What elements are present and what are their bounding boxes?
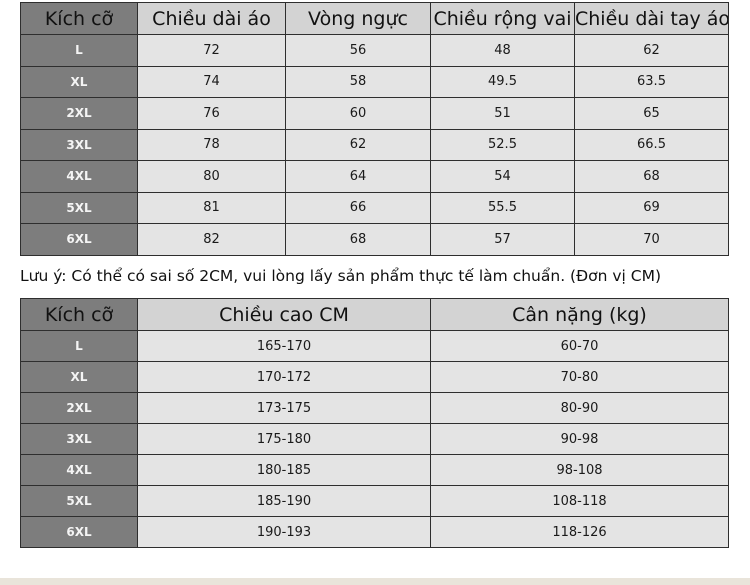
cell: 65: [574, 97, 729, 130]
header-cell: Kích cỡ: [20, 298, 138, 331]
header-cell: Cân nặng (kg): [430, 298, 729, 331]
cell: 63.5: [574, 65, 729, 98]
size-cell: 4XL: [20, 160, 138, 193]
row: 6XL 190-193 118-126: [20, 516, 729, 548]
row: 6XL 82 68 57 70: [20, 223, 729, 256]
cell: 90-98: [430, 423, 729, 455]
cell: 173-175: [137, 392, 431, 424]
header-cell: Chiều dài tay áo: [574, 2, 729, 35]
cell: 66: [285, 191, 431, 224]
cell: 190-193: [137, 516, 431, 548]
cell: 55.5: [430, 191, 575, 224]
header-cell: Chiều cao CM: [137, 298, 431, 331]
cell: 64: [285, 160, 431, 193]
size-cell: 6XL: [20, 223, 138, 256]
size-cell: 2XL: [20, 392, 138, 424]
cell: 62: [574, 34, 729, 67]
cell: 56: [285, 34, 431, 67]
row: XL 74 58 49.5 63.5: [20, 65, 729, 98]
cell: 76: [137, 97, 286, 130]
cell: 49.5: [430, 65, 575, 98]
size-table: Kích cỡ Chiều dài áo Vòng ngực Chiều rộng v…: [20, 2, 729, 256]
row: 4XL 80 64 54 68: [20, 160, 729, 193]
size-cell: 4XL: [20, 454, 138, 486]
header-cell: Vòng ngực: [285, 2, 431, 35]
cell: 80-90: [430, 392, 729, 424]
cell: 68: [285, 223, 431, 256]
cell: 51: [430, 97, 575, 130]
row: 5XL 81 66 55.5 69: [20, 191, 729, 224]
size-cell: 2XL: [20, 97, 138, 130]
row: L 165-170 60-70: [20, 330, 729, 362]
cell: 72: [137, 34, 286, 67]
size-cell: 5XL: [20, 191, 138, 224]
header-row: Kích cỡ Chiều dài áo Vòng ngực Chiều rộng v…: [20, 2, 729, 35]
cell: 52.5: [430, 128, 575, 161]
header-cell: Kích cỡ: [20, 2, 138, 35]
header-row: Kích cỡ Chiều cao CM Cân nặng (kg): [20, 298, 729, 331]
fit-table: Kích cỡ Chiều cao CM Cân nặng (kg) L 165-170…: [20, 298, 729, 548]
size-cell: XL: [20, 65, 138, 98]
size-cell: 3XL: [20, 128, 138, 161]
note: Lưu ý: Có thể có sai số 2CM, vui lòng lấ…: [20, 267, 661, 285]
cell: 98-108: [430, 454, 729, 486]
cell: 108-118: [430, 485, 729, 517]
cell: 185-190: [137, 485, 431, 517]
cell: 74: [137, 65, 286, 98]
cell: 48: [430, 34, 575, 67]
cell: 118-126: [430, 516, 729, 548]
row: L 72 56 48 62: [20, 34, 729, 67]
size-cell: XL: [20, 361, 138, 393]
cell: 60-70: [430, 330, 729, 362]
header-cell: Chiều dài áo: [137, 2, 286, 35]
size-cell: L: [20, 34, 138, 67]
cell: 180-185: [137, 454, 431, 486]
cell: 165-170: [137, 330, 431, 362]
cell: 66.5: [574, 128, 729, 161]
header-cell: Chiều rộng vai: [430, 2, 575, 35]
cell: 54: [430, 160, 575, 193]
size-cell: 5XL: [20, 485, 138, 517]
cell: 57: [430, 223, 575, 256]
cell: 70: [574, 223, 729, 256]
row: XL 170-172 70-80: [20, 361, 729, 393]
cell: 80: [137, 160, 286, 193]
row: 4XL 180-185 98-108: [20, 454, 729, 486]
cell: 70-80: [430, 361, 729, 393]
row: 2XL 173-175 80-90: [20, 392, 729, 424]
cell: 170-172: [137, 361, 431, 393]
cell: 78: [137, 128, 286, 161]
row: 3XL 78 62 52.5 66.5: [20, 128, 729, 161]
bottom-strip: [0, 578, 750, 585]
cell: 68: [574, 160, 729, 193]
cell: 175-180: [137, 423, 431, 455]
cell: 81: [137, 191, 286, 224]
size-cell: 6XL: [20, 516, 138, 548]
row: 5XL 185-190 108-118: [20, 485, 729, 517]
row: 3XL 175-180 90-98: [20, 423, 729, 455]
cell: 82: [137, 223, 286, 256]
size-cell: L: [20, 330, 138, 362]
cell: 58: [285, 65, 431, 98]
cell: 69: [574, 191, 729, 224]
cell: 60: [285, 97, 431, 130]
row: 2XL 76 60 51 65: [20, 97, 729, 130]
size-cell: 3XL: [20, 423, 138, 455]
cell: 62: [285, 128, 431, 161]
